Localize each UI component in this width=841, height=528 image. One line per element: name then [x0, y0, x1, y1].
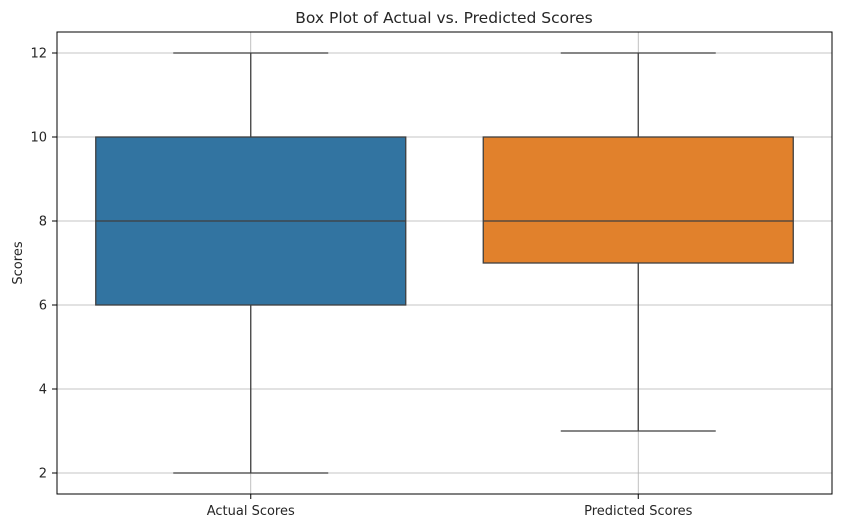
y-tick-label: 12	[30, 47, 47, 62]
y-tick-label: 2	[39, 467, 47, 482]
iqr-box	[482, 136, 794, 264]
plot-frame	[56, 31, 833, 495]
box-actual-scores	[95, 52, 407, 474]
x-tick-label: Actual Scores	[207, 504, 295, 519]
y-axis-label: Scores	[11, 241, 26, 284]
ticks-layer: 2 4 6 8 10 12 Actual Scores Predicted Scores	[30, 47, 692, 520]
y-tick-label: 6	[39, 299, 47, 314]
y-tick-label: 10	[30, 131, 47, 146]
x-tick-label: Predicted Scores	[584, 504, 693, 519]
y-tick-label: 4	[39, 383, 47, 398]
boxes-layer	[95, 52, 794, 474]
box-predicted-scores	[482, 52, 794, 432]
y-tick-label: 8	[39, 215, 47, 230]
chart-title: Box Plot of Actual vs. Predicted Scores	[295, 9, 593, 27]
